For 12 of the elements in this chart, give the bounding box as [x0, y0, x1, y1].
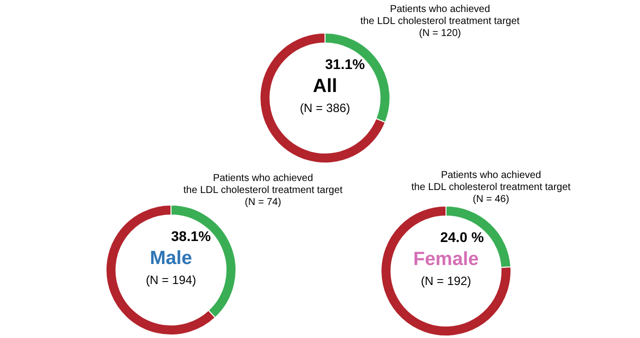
data-label: 38.1% [170, 228, 212, 244]
slice-label: Patients who achieved the LDL cholesterol treatment target (N = 46) [410, 170, 572, 206]
text: (N = 386) [298, 101, 352, 116]
text: Male [148, 247, 194, 271]
text: Female [412, 248, 480, 272]
data-label: 31.1% [324, 56, 366, 72]
slice-label: Patients who achieved the LDL cholesterol treatment target (N = 74) [182, 173, 344, 209]
text: (N = 194) [144, 273, 198, 288]
data-label: 24.0 % [439, 229, 485, 245]
text: All [312, 75, 338, 99]
slice-label: Patients who achieved the LDL cholesterol treatment target (N = 120) [359, 4, 521, 40]
text: (N = 192) [420, 274, 472, 289]
